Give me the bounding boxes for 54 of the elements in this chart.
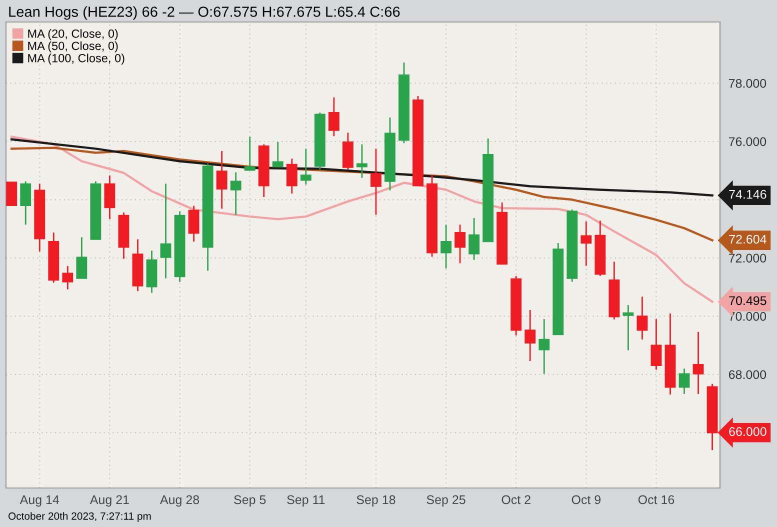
y-tick-label: 76.000 <box>728 137 766 146</box>
x-tick-label: Sep 18 <box>356 495 396 507</box>
x-tick-label: Sep 25 <box>426 495 466 507</box>
candlestick <box>104 174 116 220</box>
x-tick-label: Oct 2 <box>502 495 530 504</box>
chart-title: Lean Hogs (HEZ23) 66 -2 — O:67.575 H:67.675 L:65.4 C:66 <box>9 6 400 20</box>
line-series <box>10 146 714 242</box>
y-tick-label: 70.000 <box>728 312 766 321</box>
candlestick <box>62 265 74 290</box>
candlestick <box>678 368 690 395</box>
data-label: 74.146 <box>729 190 766 199</box>
x-tick-label: Sep 11 <box>287 495 325 507</box>
candlestick <box>328 96 340 137</box>
candlestick <box>230 172 242 216</box>
candlestick <box>216 150 228 210</box>
candlestick <box>188 205 200 242</box>
text: October 20th 2023, 7:27:11 pm <box>8 512 151 522</box>
legend-label: MA (50, Close, 0) <box>28 41 118 52</box>
candlestick <box>440 224 452 270</box>
candlestick <box>468 217 480 261</box>
candlestick <box>538 318 550 375</box>
x-tick-label: Aug 21 <box>90 495 129 507</box>
candlestick <box>244 136 256 171</box>
candlestick <box>76 236 88 279</box>
y-tick-label: 78.000 <box>728 78 766 88</box>
x-tick-label: Sep 5 <box>234 495 266 507</box>
x-tick-label: Oct 9 <box>572 495 601 504</box>
line-series <box>10 138 714 197</box>
x-tick-label: Aug 28 <box>160 495 200 507</box>
candlestick <box>286 158 298 194</box>
candlestick <box>20 180 32 226</box>
x-tick-label: Oct 16 <box>638 495 674 504</box>
y-tick-label: 72.000 <box>728 254 766 263</box>
candlestick <box>622 304 634 351</box>
candlestick <box>692 331 704 395</box>
text: 66.000 <box>729 427 766 436</box>
candlestick <box>6 182 18 206</box>
data-label: 70.495 <box>729 296 766 306</box>
candlestick <box>454 224 466 264</box>
legend-label: MA (20, Close, 0) <box>28 29 118 40</box>
candlestick <box>356 144 368 179</box>
data-label: 72.604 <box>729 234 766 244</box>
candlestick <box>160 182 172 279</box>
candlestick <box>650 318 662 370</box>
line-series <box>10 136 714 303</box>
candlestick <box>300 148 312 186</box>
candlestick <box>272 141 284 168</box>
candlestick <box>524 309 536 362</box>
candlestick <box>636 296 648 340</box>
legend-label: MA (100, Close, 0) <box>28 54 124 65</box>
y-tick-label: 68.000 <box>728 370 766 380</box>
candlestick <box>370 148 382 216</box>
x-tick-label: Aug 14 <box>20 495 60 507</box>
candlestick <box>580 220 592 266</box>
